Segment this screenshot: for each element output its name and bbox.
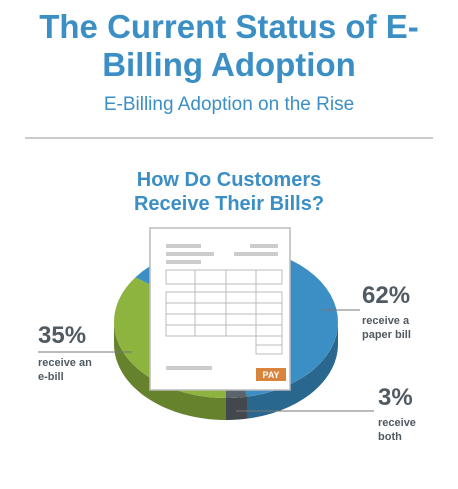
title: The Current Status of E-Billing Adoption (39, 8, 419, 83)
bill-graphic: PAY (149, 227, 291, 391)
slice-side (246, 322, 338, 419)
pay-button: PAY (262, 370, 279, 380)
slice-side (226, 396, 247, 420)
subtitle: E-Billing Adoption on the Rise (103, 94, 355, 115)
category-label: receive a paper bill (362, 315, 411, 341)
value-label: 3% (378, 384, 413, 411)
value-label: 62% (362, 282, 411, 309)
category-label: receive both (378, 417, 416, 443)
value-label: 35% (38, 322, 87, 349)
category-label: receive an e-bill (38, 357, 92, 383)
slice-side (114, 322, 226, 420)
chart-title: How Do Customers Receive Their Bills? (133, 169, 325, 215)
